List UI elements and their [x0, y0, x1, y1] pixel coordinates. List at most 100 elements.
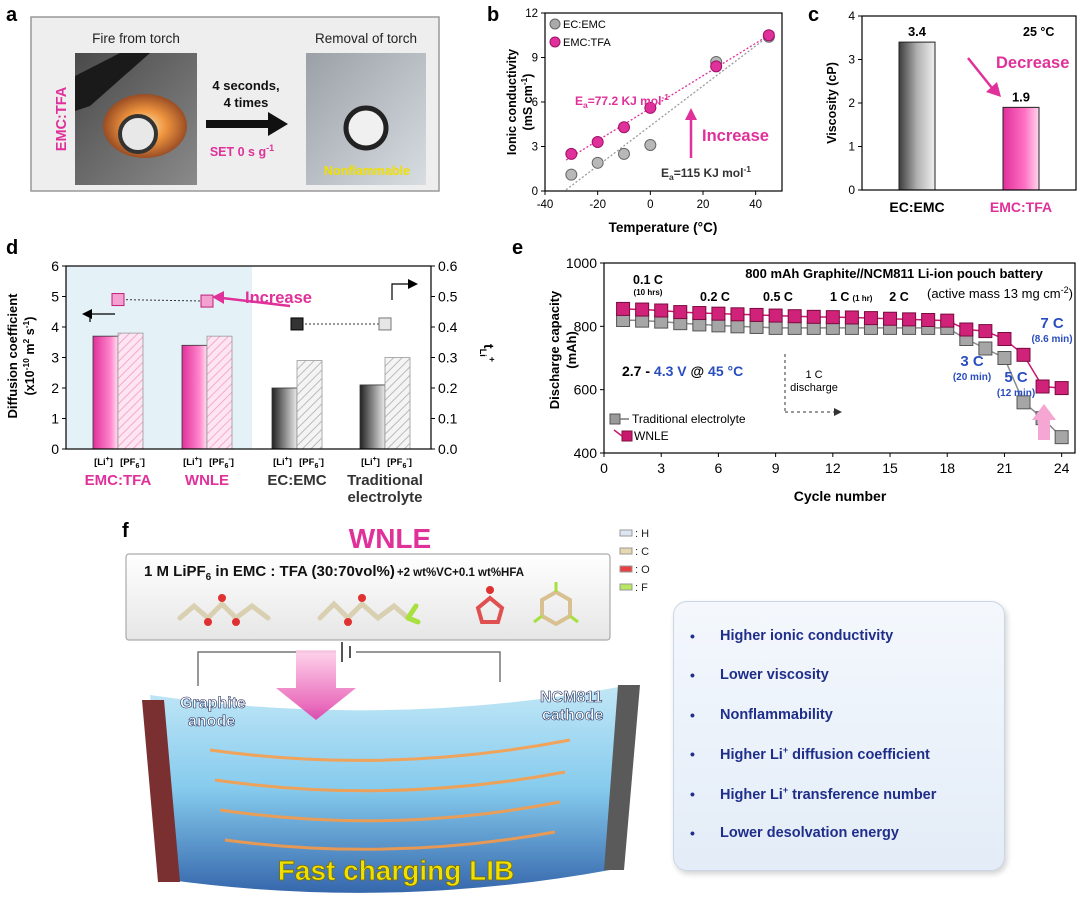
discharge-arrowhead-icon	[834, 408, 842, 416]
y-tick-label-b: 6	[532, 97, 538, 109]
x-tick-label-b: 20	[697, 199, 710, 211]
cathode-plate	[604, 685, 640, 870]
sub-label-li: [Li+]	[273, 456, 292, 468]
data-point-e-wnle	[883, 311, 898, 326]
y-tick-label-d: 3	[51, 350, 59, 366]
y-tick-label-d: 1	[51, 411, 59, 427]
chart-b-ylabel-1: Ionic conductivity	[505, 49, 519, 155]
rate-7c-time: (8.6 min)	[1031, 334, 1072, 345]
legend-traditional: Traditional electrolyte	[632, 412, 746, 426]
chart-d: 0 1 2 3 4 5 6 0.0 0.1 0.2 0.3 0.4 0.5 0.6 [Li+] [PF6-] E…	[5, 258, 497, 506]
property-item: • Higher ionic conductivity	[690, 616, 1004, 656]
anode-plate	[142, 700, 180, 882]
increase-label-d: Increase	[245, 289, 312, 307]
bar-pf6-d	[384, 357, 411, 450]
bullet-icon: •	[690, 785, 695, 802]
x-tick-label-b: -20	[589, 199, 606, 211]
property-text: Higher ionic conductivity	[720, 627, 894, 644]
chart-b-ylabel-2: (mS cm-1)	[519, 74, 535, 131]
legend-o: : O	[635, 564, 650, 576]
rate-01c-time: (10 hrs)	[634, 288, 663, 297]
y-tick-label-b: 9	[532, 53, 538, 65]
data-point-e-wnle	[1054, 381, 1069, 396]
sub-label-li: [Li+]	[94, 456, 113, 468]
left-axis-arrowhead-icon	[82, 309, 92, 319]
data-point-b-emc-tfa	[565, 147, 578, 160]
y-tick-label-b: 3	[532, 142, 538, 154]
chart-d-ylabel-1: Diffusion coefficient	[5, 293, 20, 419]
property-text: Higher Li+ transference number	[720, 784, 937, 803]
data-point-e-wnle	[787, 309, 802, 324]
cathode-label-1: NCM811	[540, 689, 602, 706]
rate-3c: 3 C	[960, 353, 984, 370]
panel-label-f: f	[122, 520, 129, 542]
legend-wnle: WNLE	[634, 429, 669, 443]
right-arrow-icon	[206, 112, 288, 136]
chart-b: -40 -20 0 20 40 0 3 6 9 12 Ionic conductivity (mS…	[505, 8, 783, 235]
x-tick-label-e: 3	[657, 460, 665, 476]
y2-tick-label-d: 0.4	[438, 319, 458, 335]
group-label-d: electrolyte	[347, 489, 422, 506]
chart-d-y2label: tLi+	[478, 344, 497, 362]
legend-marker-wnle	[621, 430, 633, 442]
data-point-e-wnle	[844, 310, 859, 325]
data-point-e-traditional	[749, 319, 764, 334]
bar-li-d	[359, 384, 386, 450]
set-value-label: SET 0 s g-1	[210, 143, 274, 159]
recovery-arrow-icon	[1038, 418, 1050, 440]
y-tick-label-c: 4	[848, 9, 855, 23]
data-point-b-emc-tfa	[762, 29, 775, 42]
y2-tick-label-d: 0.6	[438, 258, 458, 274]
data-point-e-wnle	[1016, 347, 1031, 362]
property-item: • Lower desolvation energy	[690, 814, 1004, 854]
data-point-e-wnle	[749, 307, 764, 322]
legend-c: : C	[635, 546, 649, 558]
atom-f-icon	[619, 583, 633, 591]
category-label-c: EMC:TFA	[990, 199, 1052, 215]
data-point-e-wnle	[902, 312, 917, 327]
rate-02c: 0.2 C	[700, 290, 730, 304]
group-label-d: Traditional	[347, 472, 423, 489]
voltage-annotation: 2.7 - 4.3 V @ 45 °C	[622, 363, 743, 379]
y-tick-label-d: 5	[51, 289, 59, 305]
bullet-icon: •	[690, 825, 695, 842]
y2-tick-label-d: 0.3	[438, 350, 458, 366]
sub-label-pf6: [PF6-]	[299, 456, 324, 470]
chart-e-subtitle: (active mass 13 mg cm-2)	[927, 285, 1073, 301]
transference-marker-d	[378, 317, 392, 331]
anode-label-1: Graphite	[180, 695, 246, 712]
decrease-arrowhead-icon	[986, 82, 1001, 97]
ea-emc-annotation: Ea=115 KJ mol-1	[661, 164, 751, 182]
rate-05c: 0.5 C	[763, 290, 793, 304]
panel-f-figure: WNLE 1 M LiPF6 in EMC : TFA (30:70vol%) +…	[125, 523, 650, 893]
wnle-title: WNLE	[349, 523, 431, 554]
y-tick-label-c: 2	[848, 96, 855, 110]
panel-label-b: b	[487, 4, 500, 26]
chart-e-ylabel-1: Discharge capacity	[547, 290, 562, 409]
legend-marker-ec-emc	[549, 18, 561, 30]
increase-label-b: Increase	[702, 127, 769, 145]
transference-marker-d	[290, 317, 304, 331]
data-point-e-traditional	[730, 319, 745, 334]
property-item: • Higher Li+ transference number	[690, 774, 1004, 814]
decrease-arrow-icon	[967, 57, 993, 89]
emc-molecule-icon	[177, 594, 271, 626]
chart-e-ylabel-2: (mAh)	[564, 331, 579, 369]
legend-h: : H	[635, 528, 649, 540]
sub-label-pf6: [PF6-]	[120, 456, 145, 470]
data-point-b-ec-emc	[618, 147, 630, 160]
chart-d-ylabel-2: (x10-10 m2 s-1)	[21, 317, 37, 396]
rate-5c-time: (12 min)	[997, 388, 1035, 399]
sub-label-li: [Li+]	[361, 456, 380, 468]
property-item: • Nonflammability	[690, 695, 1004, 735]
bullet-icon: •	[690, 706, 695, 723]
rate-3c-time: (20 min)	[953, 372, 991, 383]
data-point-e-wnle	[692, 306, 707, 321]
bar-c-0	[898, 41, 936, 191]
x-tick-label-e: 9	[772, 460, 780, 476]
x-tick-label-e: 15	[882, 460, 898, 476]
data-point-b-ec-emc	[565, 168, 578, 181]
data-point-b-emc-tfa	[644, 101, 657, 114]
bullet-icon: •	[690, 746, 695, 763]
